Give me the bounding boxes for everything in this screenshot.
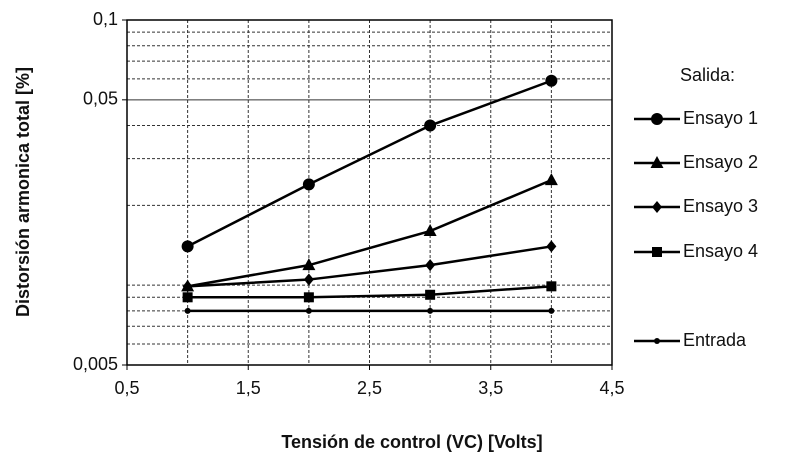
data-point [425,289,436,300]
legend-title: Salida: [680,65,735,85]
data-point [544,173,558,186]
series-line [187,245,552,288]
legend-label: Entrada [683,330,747,350]
data-point [548,307,555,314]
legend-label: Ensayo 3 [683,196,758,216]
data-point [425,259,436,272]
plot-frame [126,19,613,366]
series-line [187,285,552,299]
y-tick-label: 0,1 [93,9,118,29]
legend-marker [651,113,663,125]
data-point [184,307,191,314]
data-point [305,307,312,314]
series-line [187,79,552,248]
data-point [182,280,193,293]
legend-label: Ensayo 2 [683,152,758,172]
data-point [546,240,557,253]
data-point [302,258,316,271]
data-point [303,292,314,303]
legend-marker [652,201,662,213]
data-point [303,273,314,286]
y-axis-title: Distorsión armonica total [%] [13,67,33,317]
legend-marker [652,247,662,257]
data-point [545,74,558,87]
x-tick-label: 1,5 [236,378,261,398]
data-point [302,178,315,191]
legend-label: Ensayo 1 [683,108,758,128]
x-axis-title: Tensión de control (VC) [Volts] [281,432,542,452]
legend-marker [650,156,664,168]
y-tick-label: 0,005 [73,354,118,374]
series-line [187,178,552,288]
data-point [546,281,557,292]
data-point [424,119,437,132]
data-point [182,292,193,303]
legend-label: Ensayo 4 [683,241,758,261]
x-tick-label: 2,5 [357,378,382,398]
data-point [423,224,437,237]
data-point [427,307,434,314]
data-point [181,240,194,253]
y-tick-label: 0,05 [83,89,118,109]
legend-marker [654,338,660,344]
x-tick-label: 4,5 [599,378,624,398]
x-tick-label: 0,5 [114,378,139,398]
x-tick-label: 3,5 [478,378,503,398]
